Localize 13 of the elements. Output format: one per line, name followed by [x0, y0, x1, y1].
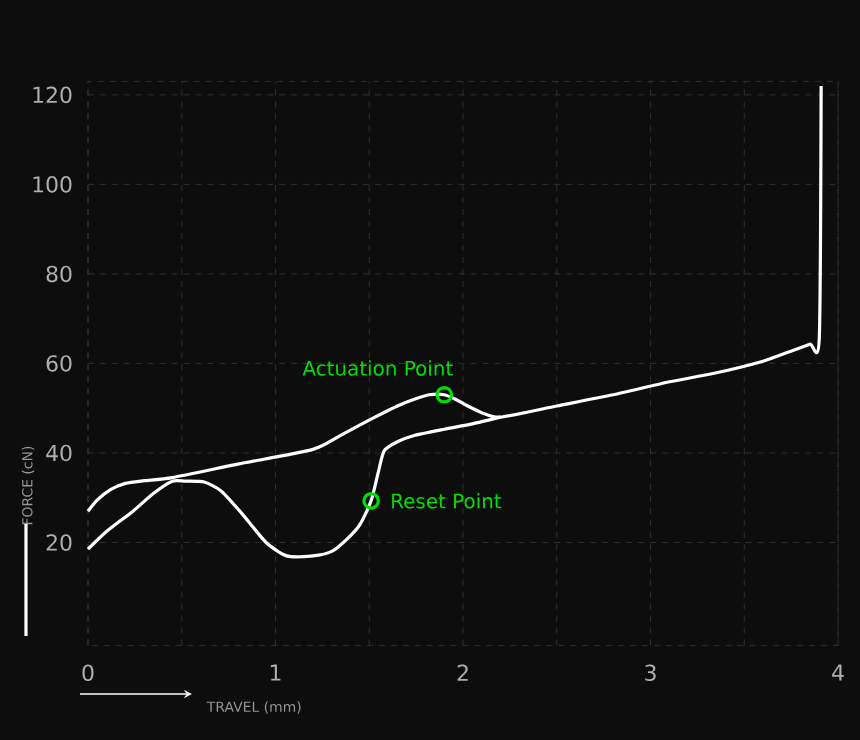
y-tick-label: 60 [46, 355, 72, 372]
series-label: Reset Point [392, 493, 502, 509]
x-tick-label: 1 [270, 664, 281, 681]
x-tick-label: 0 [82, 664, 94, 682]
series-label: Actuation Point [302, 360, 453, 376]
x-tick-label: 2 [457, 664, 468, 681]
x-tick-label: 4 [832, 664, 844, 681]
x-tick-label: 3 [645, 664, 656, 682]
y-tick-label: 80 [46, 265, 72, 283]
y-tick-label: 40 [46, 444, 72, 462]
y-tick-label: 20 [46, 534, 72, 551]
y-tick-label: 120 [33, 86, 72, 104]
y-tick-label: 100 [33, 176, 72, 193]
